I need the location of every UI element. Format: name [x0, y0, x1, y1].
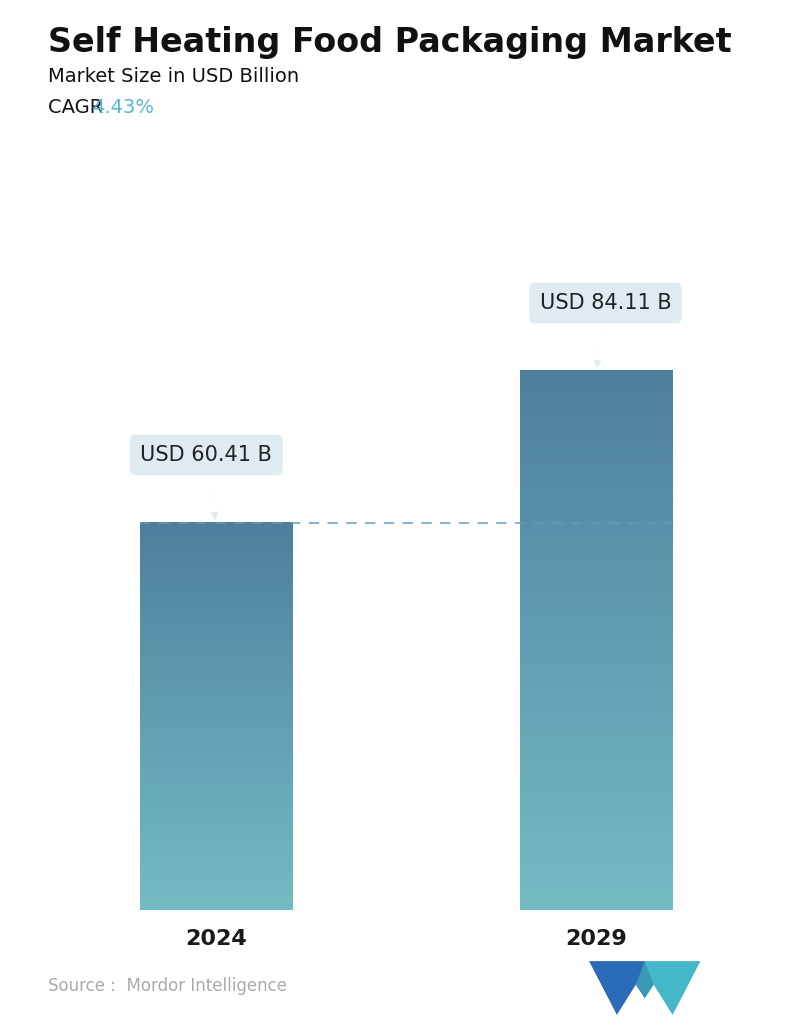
Text: Source :  Mordor Intelligence: Source : Mordor Intelligence: [48, 977, 287, 995]
Text: USD 60.41 B: USD 60.41 B: [140, 445, 272, 520]
Text: USD 84.11 B: USD 84.11 B: [540, 293, 672, 368]
Polygon shape: [645, 962, 700, 1015]
Text: 4.43%: 4.43%: [92, 98, 154, 117]
Text: CAGR: CAGR: [48, 98, 109, 117]
Polygon shape: [636, 962, 654, 998]
Text: Market Size in USD Billion: Market Size in USD Billion: [48, 67, 298, 86]
Text: Self Heating Food Packaging Market: Self Heating Food Packaging Market: [48, 26, 732, 59]
Polygon shape: [589, 962, 645, 1015]
